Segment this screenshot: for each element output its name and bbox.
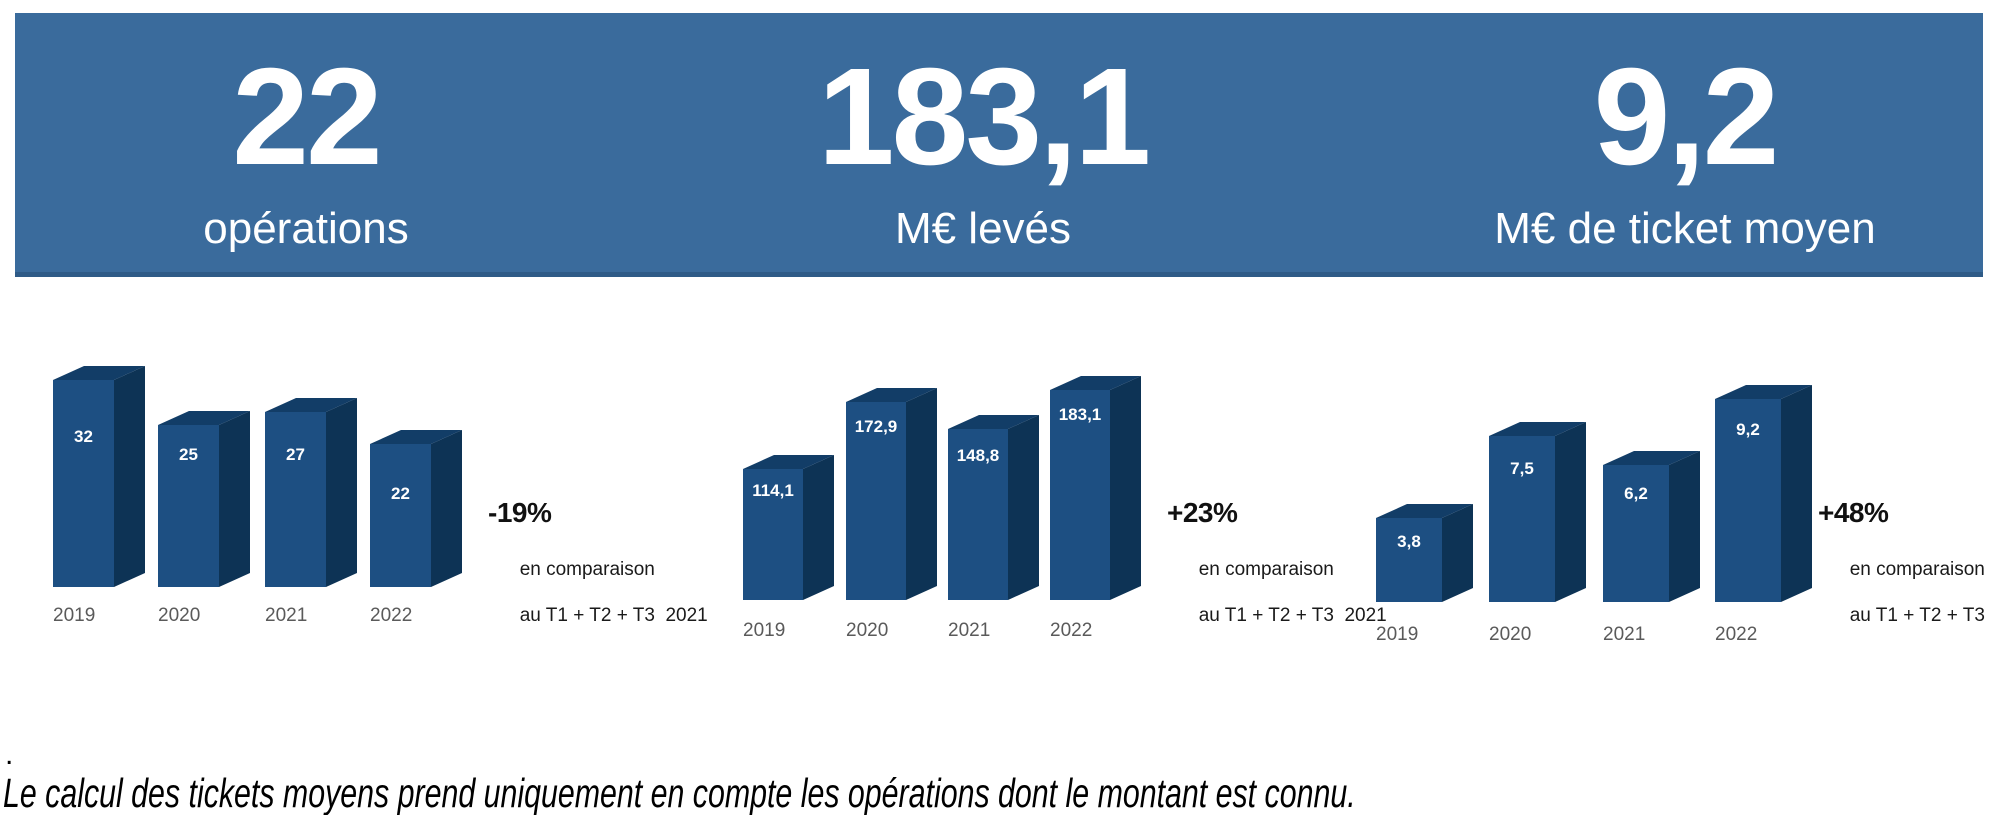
- bar-side-face: [1442, 504, 1473, 602]
- x-axis-year-label: 2020: [846, 620, 889, 641]
- bar-value-label: 25: [179, 445, 198, 464]
- x-axis-year-label: 2021: [1603, 624, 1646, 645]
- x-axis-year-label: 2020: [1489, 624, 1532, 645]
- bar-front-face: [1050, 390, 1110, 600]
- bar-front-face: [1376, 518, 1442, 602]
- kpi-label-average-ticket: M€ de ticket moyen: [1494, 204, 1876, 253]
- bar-front-face: [53, 380, 114, 587]
- bar-side-face: [114, 366, 145, 587]
- bar-value-label: 114,1: [752, 481, 794, 500]
- change-note-line1: en comparaison: [1198, 559, 1334, 580]
- bar-front-face: [158, 425, 219, 587]
- bar-value-label: 6,2: [1624, 484, 1648, 503]
- change-note-line2: au T1 + T2 + T3 2021: [1198, 605, 1387, 626]
- kpi-value-operations: 22: [232, 40, 383, 194]
- change-block-average-ticket: +48% en comparaison au T1 + T2 + T3 2021: [1818, 498, 1993, 650]
- bar-top-face: [1715, 385, 1812, 399]
- kpi-column-operations: 22 opérations: [6, 13, 606, 277]
- change-pct-operations: -19%: [488, 497, 552, 528]
- kpi-column-average-ticket: 9,2 M€ de ticket moyen: [1385, 13, 1985, 277]
- bar-front-face: [265, 412, 326, 587]
- kpi-label-amount-raised: M€ levés: [894, 204, 1072, 253]
- bar-top-face: [1376, 504, 1473, 518]
- bar-front-face: [846, 402, 906, 600]
- change-note-average-ticket: en comparaison au T1 + T2 + T3 2021: [1818, 535, 1993, 650]
- kpi-value-amount-raised: 183,1: [817, 40, 1151, 194]
- footnote-dot: .: [5, 738, 14, 771]
- bar-value-label: 7,5: [1510, 459, 1534, 478]
- bar-top-face: [1603, 451, 1700, 465]
- bar-front-face: [1603, 465, 1669, 602]
- x-axis-year-label: 2019: [743, 620, 786, 641]
- change-note-line2: au T1 + T2 + T3 2021: [1849, 605, 1985, 626]
- bar-value-label: 148,8: [956, 446, 1000, 465]
- bar-side-face: [906, 388, 937, 600]
- change-pct-amount-raised: +23%: [1167, 497, 1238, 528]
- bar-side-face: [1555, 422, 1586, 602]
- change-pct-average-ticket: +48%: [1818, 497, 1889, 528]
- x-axis-year-label: 2019: [53, 605, 96, 626]
- bar-value-label: 27: [286, 445, 305, 464]
- x-axis-year-label: 2019: [1376, 624, 1419, 645]
- footnote-text: Le calcul des tickets moyens prend uniqu…: [3, 770, 1356, 815]
- x-axis-year-label: 2022: [370, 605, 413, 626]
- x-axis-year-label: 2020: [158, 605, 201, 626]
- bar-front-face: [370, 444, 431, 587]
- change-note-amount-raised: en comparaison au T1 + T2 + T3 2021: [1167, 535, 1427, 650]
- bar-front-face: [743, 469, 803, 600]
- change-block-operations: -19% en comparaison au T1 + T2 + T3 2021: [488, 498, 748, 650]
- change-note-line2: au T1 + T2 + T3 2021: [519, 605, 708, 626]
- bar-value-label: 22: [391, 484, 410, 503]
- kpi-value-average-ticket: 9,2: [1593, 40, 1780, 194]
- x-axis-year-label: 2021: [265, 605, 308, 626]
- bar-side-face: [1669, 451, 1700, 602]
- bar-side-face: [431, 430, 462, 587]
- x-axis-year-label: 2022: [1050, 620, 1093, 641]
- bar-front-face: [1489, 436, 1555, 602]
- bar-front-face: [1715, 399, 1781, 602]
- bar-value-label: 32: [74, 427, 93, 446]
- bar-top-face: [1489, 422, 1586, 436]
- bar-side-face: [326, 398, 357, 587]
- change-note-line1: en comparaison: [1849, 559, 1985, 580]
- change-note-operations: en comparaison au T1 + T2 + T3 2021: [488, 535, 748, 650]
- bar-side-face: [219, 411, 250, 587]
- bar-side-face: [1781, 385, 1812, 602]
- bar-side-face: [1110, 376, 1141, 600]
- bar-value-label: 9,2: [1736, 420, 1760, 439]
- bar-front-face: [948, 429, 1008, 600]
- bar-side-face: [1008, 415, 1039, 600]
- change-note-line1: en comparaison: [519, 559, 655, 580]
- x-axis-year-label: 2021: [948, 620, 991, 641]
- kpi-column-amount-raised: 183,1 M€ levés: [683, 13, 1283, 277]
- bar-value-label: 172,9: [854, 417, 898, 436]
- bar-value-label: 183,1: [1058, 405, 1102, 424]
- change-block-amount-raised: +23% en comparaison au T1 + T2 + T3 2021: [1167, 498, 1427, 650]
- x-axis-year-label: 2022: [1715, 624, 1758, 645]
- kpi-header-band: [15, 13, 1983, 277]
- bar-value-label: 3,8: [1397, 532, 1421, 551]
- bar-side-face: [803, 455, 834, 600]
- kpi-label-operations: opérations: [203, 204, 409, 253]
